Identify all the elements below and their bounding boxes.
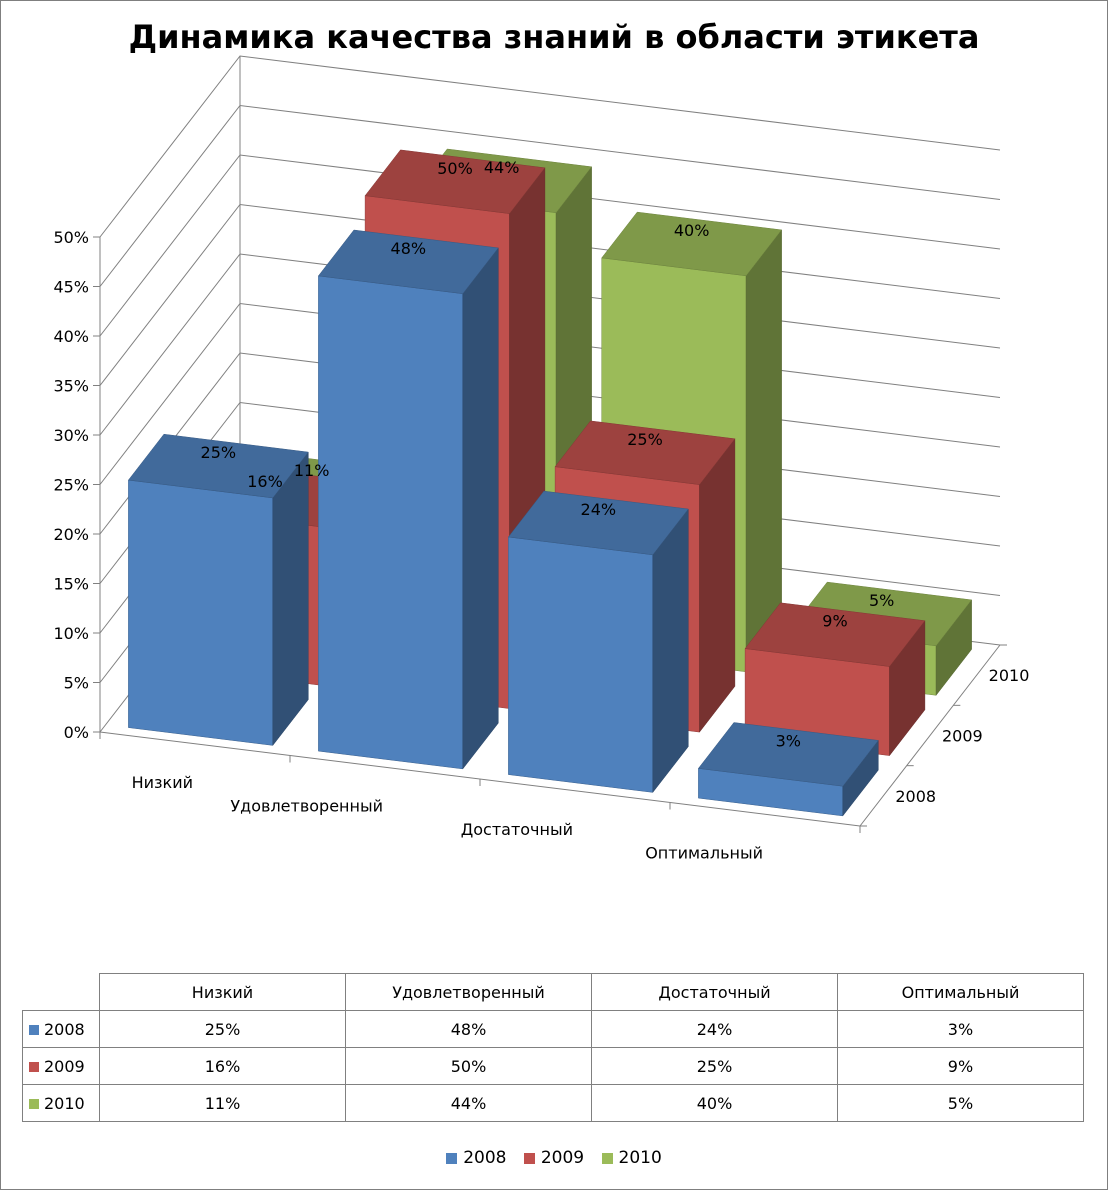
table-row: 2010 11% 44% 40% 5% [22, 1084, 1084, 1122]
y-tick-label: 40% [53, 327, 89, 346]
x-tick-label: Удовлетворенный [230, 796, 383, 815]
bar-top [364, 149, 546, 214]
chart-plot: 0% 5% 10% 15% 20% 25% 30% 35% 40% 45% 50% Низкий Удо… [53, 55, 1029, 862]
y-tick-label: 10% [53, 624, 89, 643]
y-tick-label: 5% [64, 674, 89, 693]
y-tick-label: 0% [64, 723, 89, 742]
legend: 2008 2009 2010 [0, 1148, 1108, 1168]
data-label: 40% [674, 221, 710, 240]
depth-tick-label: 2008 [895, 787, 936, 806]
legend-swatch [446, 1152, 458, 1164]
data-label: 44% [484, 158, 520, 177]
x-tick-label: Достаточный [461, 820, 573, 839]
y-tick-label: 45% [53, 278, 89, 297]
bar-top [317, 229, 499, 294]
data-label: 50% [437, 159, 473, 178]
table-cell: 50% [345, 1047, 592, 1085]
axes: 0% 5% 10% 15% 20% 25% 30% 35% 40% 45% 50% Низкий Удо… [53, 56, 1029, 862]
y-tick-label: 25% [53, 476, 89, 495]
series-swatch [29, 1062, 39, 1072]
bar-front [508, 536, 654, 793]
bar [507, 490, 689, 794]
table-row-header: 2009 [22, 1047, 100, 1085]
bar-side [462, 247, 499, 770]
data-label: 5% [869, 591, 894, 610]
data-label: 9% [822, 612, 847, 631]
table-row-header: 2010 [22, 1084, 100, 1122]
chart-title: Динамика качества знаний в области этике… [128, 18, 980, 56]
legend-swatch [601, 1152, 613, 1164]
table-cell: 3% [837, 1010, 1084, 1048]
table-header-row: Низкий Удовлетворенный Достаточный Оптим… [22, 973, 1084, 1011]
table-cell: 16% [99, 1047, 346, 1085]
depth-axis-line [859, 644, 1001, 827]
data-label: 24% [581, 500, 617, 519]
bar-top [697, 722, 879, 787]
table-row: 2008 25% 48% 24% 3% [22, 1010, 1084, 1048]
data-label: 25% [627, 430, 663, 449]
data-label: 3% [776, 731, 801, 750]
depth-tick-label: 2010 [989, 666, 1030, 685]
bar [127, 433, 309, 747]
data-label: 11% [294, 461, 330, 480]
bar-top [744, 602, 926, 667]
y-tick-label: 15% [53, 575, 89, 594]
bar [317, 229, 499, 770]
bar-top [127, 433, 309, 499]
table-corner [22, 973, 100, 1011]
table-cell: 25% [591, 1047, 838, 1085]
bars [127, 148, 973, 817]
y-tick-label: 50% [53, 228, 89, 247]
legend-label: 2008 [463, 1148, 507, 1168]
bar-side [272, 451, 309, 747]
series-name: 2010 [44, 1093, 85, 1113]
legend-label: 2010 [618, 1148, 662, 1168]
table-cell: 44% [345, 1084, 592, 1122]
legend-swatch [523, 1152, 535, 1164]
bar-top [507, 490, 689, 556]
series-swatch [29, 1025, 39, 1035]
data-label: 25% [201, 443, 237, 462]
table-cell: 48% [345, 1010, 592, 1048]
legend-item: 2010 [601, 1148, 662, 1168]
table-col-header: Удовлетворенный [345, 973, 592, 1011]
series-name: 2008 [44, 1019, 85, 1039]
labels: 11% 44% 40% 5% 16% 50% 25% 9% 25% 48% 24% 3% [201, 158, 895, 751]
bar-top [554, 420, 736, 485]
table-cell: 25% [99, 1010, 346, 1048]
table-cell: 11% [99, 1084, 346, 1122]
table-row-header: 2008 [22, 1010, 100, 1048]
x-tick-label: Низкий [132, 773, 193, 792]
bar-side [699, 438, 736, 733]
depth-tick-label: 2009 [942, 727, 983, 746]
bar-front [318, 275, 464, 770]
legend-item: 2009 [523, 1148, 585, 1168]
bar-side [652, 508, 689, 794]
table-col-header: Низкий [99, 973, 346, 1011]
table-cell: 40% [591, 1084, 838, 1122]
x-tick-label: Оптимальный [645, 843, 763, 862]
y-tick-label: 30% [53, 426, 89, 445]
legend-label: 2009 [540, 1148, 585, 1168]
data-table: Низкий Удовлетворенный Достаточный Оптим… [22, 973, 1084, 1122]
bar-front [128, 479, 274, 746]
table-cell: 9% [837, 1047, 1084, 1085]
legend-item: 2008 [446, 1148, 506, 1168]
bar [697, 722, 879, 817]
table-row: 2009 16% 50% 25% 9% [22, 1047, 1084, 1085]
y-tick-label: 20% [53, 525, 89, 544]
data-label: 48% [391, 239, 427, 258]
bar-top [601, 211, 783, 277]
series-name: 2009 [44, 1056, 85, 1076]
table-col-header: Оптимальный [837, 973, 1084, 1011]
series-swatch [29, 1099, 39, 1109]
y-tick-label: 35% [53, 377, 89, 396]
table-col-header: Достаточный [591, 973, 838, 1011]
bar-side [745, 229, 782, 673]
data-label: 16% [247, 472, 283, 491]
table-cell: 24% [591, 1010, 838, 1048]
table-cell: 5% [837, 1084, 1084, 1122]
